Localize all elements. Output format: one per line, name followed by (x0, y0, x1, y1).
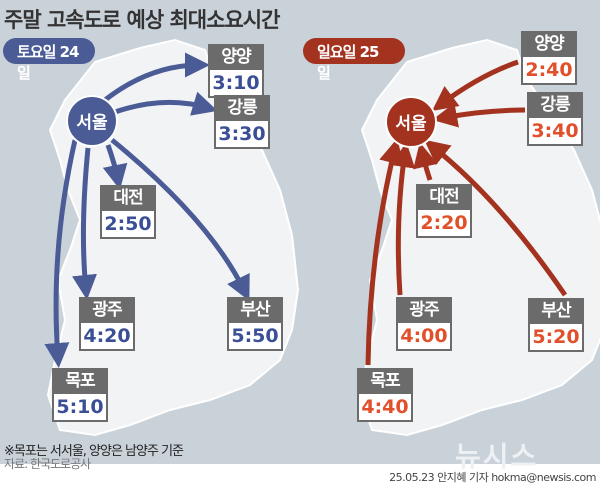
newsis-logo: 뉴시스 (455, 440, 539, 473)
sun-mokpo: 목포 4:40 (357, 368, 413, 422)
credit: 25.05.23 안지혜 기자 hokma@newsis.com (389, 471, 596, 484)
saturday-label: 토요일 24일 (3, 38, 95, 82)
sun-gangneung: 강릉 3:40 (527, 92, 583, 146)
sat-yangyang: 양양 3:10 (208, 44, 264, 98)
page-title: 주말 고속도로 예상 최대소요시간 (4, 8, 280, 32)
sun-busan: 부산 5:20 (528, 298, 584, 352)
sunday-label: 일요일 25일 (303, 38, 405, 82)
maps (44, 39, 600, 436)
sun-yangyang: 양양 2:40 (521, 31, 577, 85)
source: 자료: 한국도로공사 (4, 457, 91, 471)
sat-daejeon: 대전 2:50 (100, 185, 156, 239)
sun-daejeon: 대전 2:20 (416, 184, 472, 238)
sat-busan: 부산 5:50 (227, 297, 283, 351)
sun-gwangju: 광주 4:00 (396, 297, 452, 351)
sat-gwangju: 광주 4:20 (79, 297, 135, 351)
sunday-arrows (365, 59, 568, 366)
seoul-hub-sunday: 서울 (385, 96, 437, 148)
footnote: ※목포는 서서울, 양양은 남양주 기준 (4, 444, 184, 459)
seoul-hub-saturday: 서울 (66, 95, 118, 147)
saturday-arrows (44, 52, 250, 368)
sat-mokpo: 목포 5:10 (52, 368, 108, 422)
sat-gangneung: 강릉 3:30 (214, 95, 270, 149)
